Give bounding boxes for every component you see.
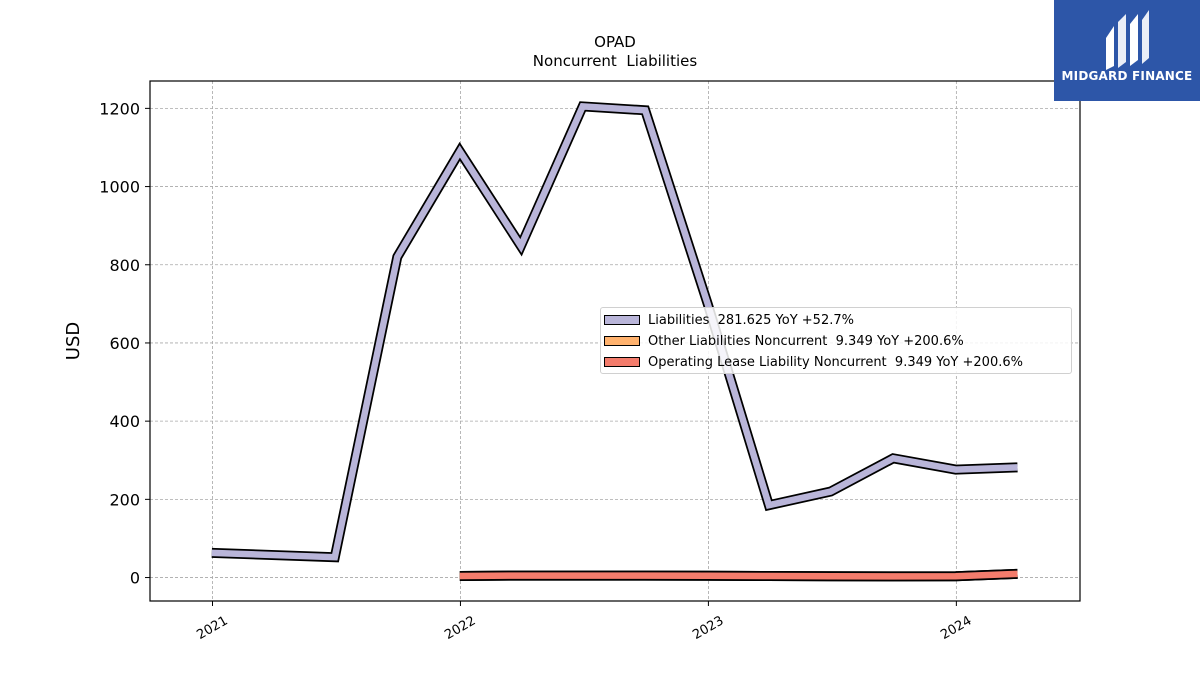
series-3 xyxy=(459,568,1018,582)
midgard-finance-logo: MIDGARD FINANCE xyxy=(1054,0,1200,101)
legend: Liabilities 281.625 YoY +52.7% Other Lia… xyxy=(600,307,1072,374)
y-tick-label: 1200 xyxy=(99,99,140,118)
grid-layer xyxy=(150,81,1080,601)
legend-item-operating-lease: Operating Lease Liability Noncurrent 9.3… xyxy=(601,352,1023,372)
x-tick-label: 2023 xyxy=(690,613,726,643)
y-tick-label: 0 xyxy=(130,569,140,588)
logo-text: MIDGARD FINANCE xyxy=(1061,69,1193,83)
y-tick-label: 400 xyxy=(109,412,140,431)
legend-item-liabilities: Liabilities 281.625 YoY +52.7% xyxy=(601,310,854,330)
legend-item-other-liabilities: Other Liabilities Noncurrent 9.349 YoY +… xyxy=(601,331,964,351)
x-ticks: 2021 2022 2023 2024 xyxy=(194,601,974,643)
legend-label-operating-lease: Operating Lease Liability Noncurrent 9.3… xyxy=(648,354,1023,370)
x-tick-label: 2022 xyxy=(442,613,478,643)
legend-swatch-liabilities xyxy=(604,315,640,325)
y-tick-label: 200 xyxy=(109,490,140,509)
legend-swatch-other-liabilities xyxy=(604,336,640,346)
y-axis-label: USD xyxy=(63,322,84,360)
y-tick-label: 600 xyxy=(109,334,140,353)
legend-swatch-operating-lease xyxy=(604,357,640,367)
series-line xyxy=(459,570,1018,580)
y-tick-label: 800 xyxy=(109,256,140,275)
x-tick-label: 2021 xyxy=(194,613,230,643)
legend-label-liabilities: Liabilities 281.625 YoY +52.7% xyxy=(648,312,854,328)
y-tick-label: 1000 xyxy=(99,178,140,197)
chart-title: OPAD xyxy=(594,33,636,51)
series-1 xyxy=(211,101,1018,563)
legend-label-other-liabilities: Other Liabilities Noncurrent 9.349 YoY +… xyxy=(648,333,964,349)
y-ticks: 0 200 400 600 800 1000 1200 xyxy=(99,99,150,588)
chart-subtitle: Noncurrent Liabilities xyxy=(532,52,698,70)
logo-mark-icon xyxy=(1106,10,1149,70)
series-line xyxy=(211,103,1018,561)
plot-frame xyxy=(149,80,1081,602)
x-tick-label: 2024 xyxy=(938,613,974,643)
series-layer xyxy=(211,101,1018,582)
